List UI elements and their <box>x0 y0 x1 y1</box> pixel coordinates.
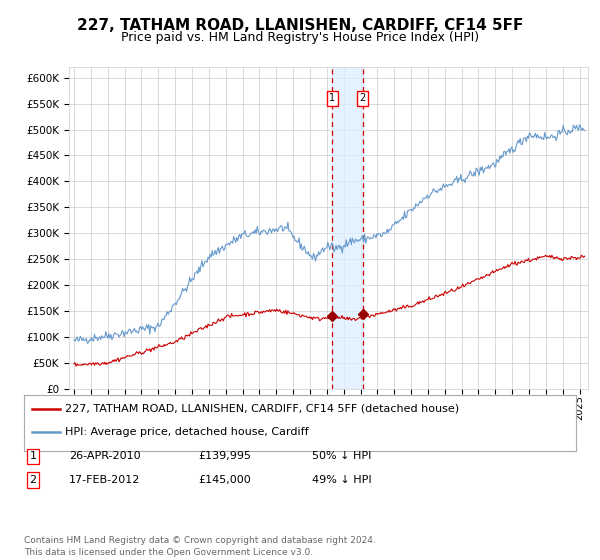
Text: £145,000: £145,000 <box>198 475 251 485</box>
Text: Contains HM Land Registry data © Crown copyright and database right 2024.
This d: Contains HM Land Registry data © Crown c… <box>24 536 376 557</box>
Text: 49% ↓ HPI: 49% ↓ HPI <box>312 475 371 485</box>
Text: 2: 2 <box>29 475 37 485</box>
Text: 26-APR-2010: 26-APR-2010 <box>69 451 140 461</box>
Text: 1: 1 <box>329 94 335 104</box>
Text: 227, TATHAM ROAD, LLANISHEN, CARDIFF, CF14 5FF (detached house): 227, TATHAM ROAD, LLANISHEN, CARDIFF, CF… <box>65 404 460 414</box>
Text: Price paid vs. HM Land Registry's House Price Index (HPI): Price paid vs. HM Land Registry's House … <box>121 31 479 44</box>
Text: HPI: Average price, detached house, Cardiff: HPI: Average price, detached house, Card… <box>65 427 309 437</box>
Text: 227, TATHAM ROAD, LLANISHEN, CARDIFF, CF14 5FF: 227, TATHAM ROAD, LLANISHEN, CARDIFF, CF… <box>77 18 523 33</box>
Text: 1: 1 <box>29 451 37 461</box>
Text: £139,995: £139,995 <box>198 451 251 461</box>
Text: 2: 2 <box>359 94 365 104</box>
Bar <box>332 67 362 389</box>
Text: 17-FEB-2012: 17-FEB-2012 <box>69 475 140 485</box>
Text: 50% ↓ HPI: 50% ↓ HPI <box>312 451 371 461</box>
